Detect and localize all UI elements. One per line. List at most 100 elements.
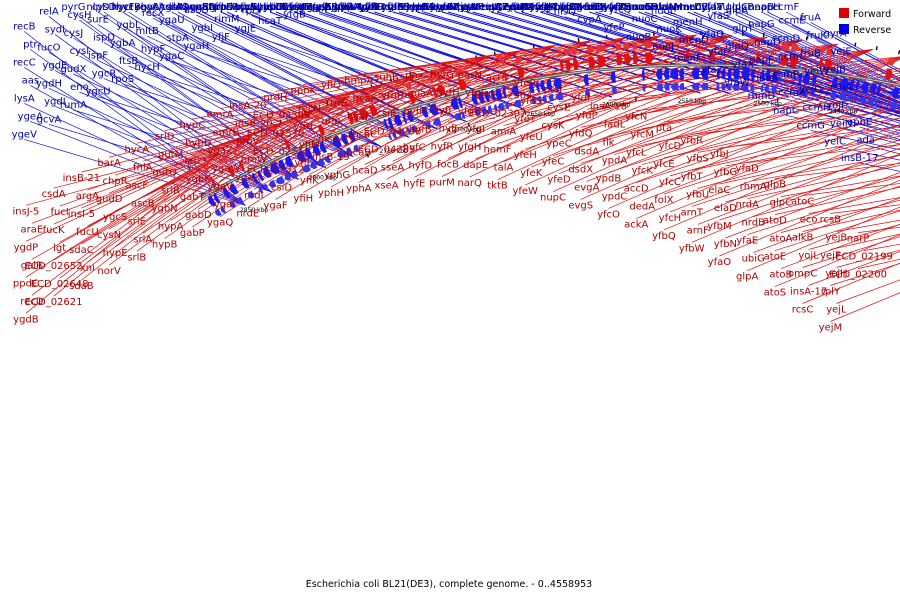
- reverse-gene-arrow: [276, 175, 285, 185]
- reverse-gene-arrow: [453, 112, 462, 121]
- reverse-gene-label: yfgB: [283, 9, 306, 20]
- reverse-gene-label: ccmA: [778, 87, 806, 98]
- reverse-gene-arrow: [855, 80, 860, 92]
- reverse-gene-label: napC: [773, 105, 799, 116]
- forward-leader-line: [220, 64, 452, 110]
- forward-gene-label: yfeR: [514, 78, 537, 89]
- forward-gene-label: chpR: [103, 176, 128, 187]
- reverse-gene-arrow: [305, 147, 314, 160]
- reverse-leader-line: [736, 51, 900, 108]
- forward-gene-label: ECD_04290: [364, 126, 422, 137]
- forward-gene-arrow: [434, 73, 442, 82]
- reverse-gene-label: yeiN: [830, 118, 852, 129]
- reverse-gene-arrow: [229, 183, 239, 195]
- reverse-gene-label: nuoG: [625, 2, 652, 13]
- forward-gene-label: yejH: [825, 269, 847, 280]
- forward-gene-label: ECD_04289: [358, 144, 416, 155]
- reverse-gene-label: recA: [136, 2, 159, 13]
- reverse-gene-label: cysI: [70, 46, 90, 57]
- reverse-leader-line: [742, 33, 900, 98]
- reverse-leader-line: [73, 109, 299, 180]
- forward-gene-arrow: [789, 55, 799, 67]
- reverse-gene-arrow: [538, 96, 542, 104]
- reverse-gene-label: yojI: [826, 100, 844, 111]
- reverse-gene-label: ffh: [214, 2, 227, 13]
- reverse-leader-line: [202, 11, 438, 130]
- reverse-gene-arrow: [642, 84, 646, 92]
- reverse-gene-label: kgtP: [431, 2, 453, 13]
- reverse-leader-line: [791, 24, 900, 80]
- forward-leader-line: [747, 164, 900, 200]
- forward-leader-line: [580, 58, 900, 164]
- reverse-gene-label: rimM: [214, 14, 239, 25]
- forward-leader-line: [192, 74, 418, 228]
- forward-gene-label: gabD: [185, 210, 212, 221]
- reverse-gene-label: ascG: [184, 5, 209, 16]
- reverse-gene-arrow: [721, 83, 726, 91]
- forward-gene-label: yfcL: [626, 148, 647, 159]
- scale-tick-label: 2500 kbp: [754, 100, 782, 107]
- reverse-leader-line: [761, 28, 900, 91]
- reverse-gene-arrow: [230, 200, 237, 209]
- reverse-gene-label: insB-17: [841, 153, 879, 164]
- forward-gene-arrow: [597, 55, 607, 68]
- forward-gene-label: emrB: [213, 128, 240, 139]
- reverse-gene-label: eutP: [486, 2, 508, 13]
- reverse-gene-arrow: [529, 82, 535, 94]
- forward-gene-label: sdaB: [69, 281, 94, 292]
- reverse-gene-label: ygbA: [110, 38, 136, 49]
- reverse-leader-line: [79, 55, 299, 180]
- reverse-gene-label: ygdH: [36, 78, 62, 89]
- forward-gene-label: glpA: [736, 272, 758, 283]
- reverse-gene-label: guaB: [312, 2, 338, 13]
- forward-gene-label: insA-18: [590, 101, 627, 112]
- reverse-gene-label: yejE: [831, 46, 852, 57]
- reverse-gene-arrow: [655, 68, 663, 80]
- reverse-gene-label: lepA: [412, 2, 434, 13]
- forward-gene-arrow: [348, 101, 354, 109]
- forward-gene-label: yfdP: [576, 110, 598, 121]
- forward-gene-label: hypE: [103, 248, 128, 259]
- reverse-gene-arrow: [511, 84, 520, 97]
- forward-gene-label: ygaW: [212, 164, 240, 175]
- reverse-gene-label: ygbI: [192, 23, 214, 34]
- reverse-leader-line: [810, 22, 900, 71]
- reverse-gene-label: cvpA: [577, 14, 602, 25]
- reverse-gene-arrow: [290, 169, 299, 178]
- reverse-gene-arrow: [849, 79, 855, 91]
- forward-gene-label: rplY: [821, 287, 841, 298]
- reverse-gene-label: glpB: [732, 2, 754, 13]
- reverse-gene-label: cysP: [461, 2, 484, 13]
- forward-gene-label: yfgF: [465, 88, 487, 99]
- reverse-gene-label: alaS: [167, 2, 188, 13]
- reverse-gene-label: pepB: [312, 2, 338, 13]
- forward-gene-label: ygbK: [186, 174, 212, 185]
- forward-leader-line: [275, 50, 521, 92]
- reverse-gene-label: hscA: [283, 2, 307, 13]
- reverse-gene-arrow: [284, 173, 292, 181]
- reverse-gene-arrow: [700, 83, 709, 90]
- reverse-leader-line: [73, 11, 299, 180]
- forward-leader-line: [503, 39, 803, 163]
- forward-leader-line: [802, 183, 900, 196]
- reverse-gene-label: purC: [510, 2, 534, 13]
- forward-leader-line: [142, 95, 350, 198]
- reverse-leader-line: [834, 109, 900, 132]
- forward-gene-arrow: [645, 52, 654, 64]
- forward-leader-line: [747, 185, 900, 236]
- reverse-gene-arrow: [388, 117, 394, 129]
- forward-gene-label: rhmA: [740, 182, 767, 193]
- forward-gene-label: ygdP: [14, 242, 39, 253]
- reverse-leader-line: [564, 11, 878, 110]
- reverse-gene-arrow: [341, 133, 349, 145]
- reverse-leader-line: [226, 23, 467, 122]
- reverse-gene-label: eutJ: [481, 2, 500, 13]
- reverse-gene-label: rpsP: [216, 2, 238, 13]
- reverse-gene-arrow: [772, 70, 778, 82]
- reverse-gene-arrow: [531, 96, 537, 105]
- forward-gene-arrow: [347, 113, 354, 125]
- reverse-gene-arrow: [257, 170, 265, 181]
- reverse-gene-arrow: [458, 97, 463, 109]
- forward-leader-line: [691, 124, 900, 171]
- reverse-gene-label: ccmE: [778, 15, 805, 26]
